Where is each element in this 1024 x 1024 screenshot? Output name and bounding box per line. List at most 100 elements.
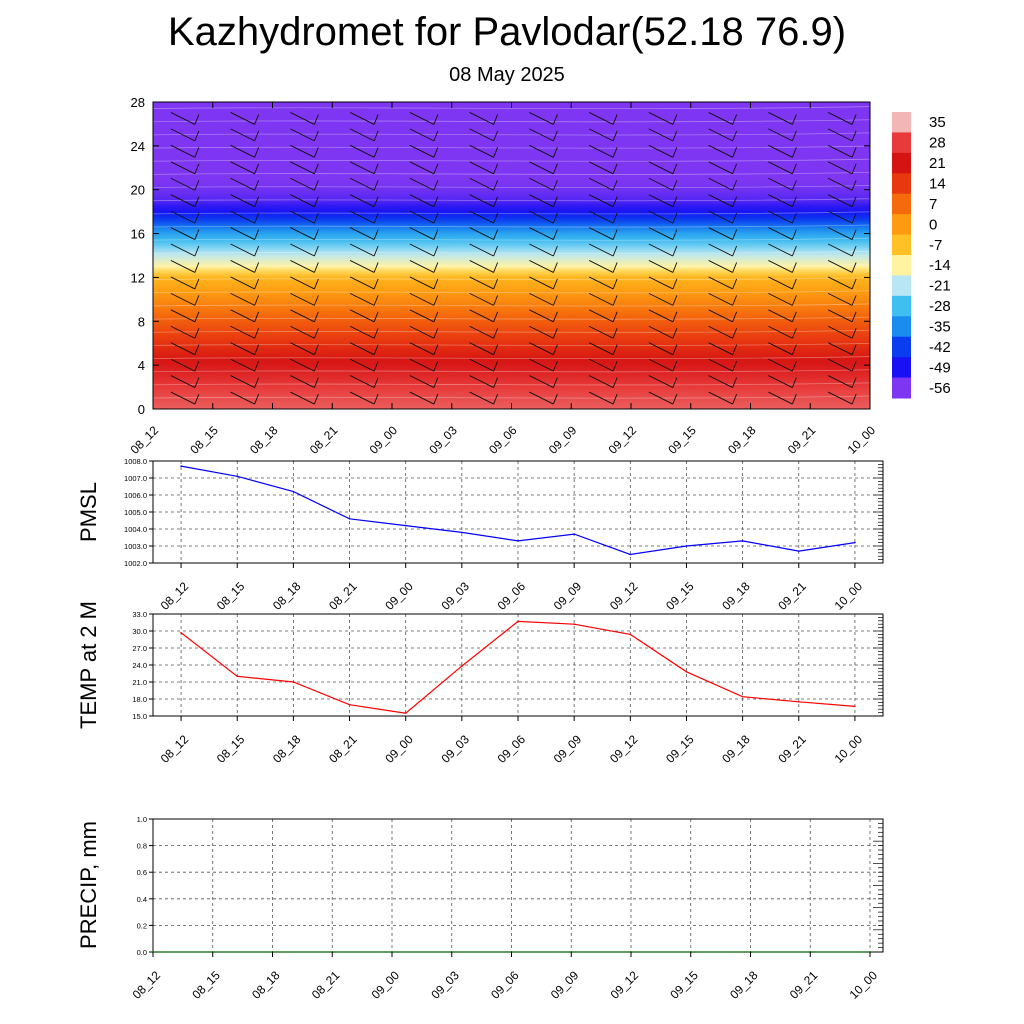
wind-barb [768, 375, 797, 388]
data-point [573, 533, 575, 535]
contour-line [152, 224, 871, 228]
wind-barb [768, 128, 797, 142]
wind-barb [349, 194, 379, 208]
colorbar-bin [892, 214, 911, 236]
wind-barb [469, 391, 499, 405]
wind-barb [230, 227, 260, 240]
colorbar-bin [892, 255, 911, 276]
wind-barb [529, 309, 558, 323]
y-tick-label: 27.0 [132, 644, 147, 653]
wind-barb [469, 325, 499, 339]
wind-barb [588, 292, 618, 306]
data-point [629, 553, 632, 556]
wind-barb [708, 391, 738, 405]
colorbar-bin [892, 173, 911, 195]
y-axis-title: PRECIP, mm [76, 821, 101, 949]
x-tick-label: 08_12 [158, 579, 192, 613]
colorbar-label: -49 [929, 359, 951, 376]
wind-barb [170, 309, 200, 323]
contour-line [152, 145, 871, 149]
x-tick-label: 08_15 [214, 579, 248, 613]
wind-barb [708, 342, 738, 356]
wind-barb [768, 227, 797, 240]
wind-barb [230, 260, 260, 273]
wind-barb [827, 210, 857, 224]
wind-barb [708, 112, 738, 125]
wind-barb [409, 177, 439, 191]
wind-barb [290, 325, 319, 339]
x-tick-label: 08_12 [130, 968, 164, 1002]
wind-barb [648, 276, 678, 290]
x-tick-label: 08_15 [189, 968, 223, 1002]
wind-barb [648, 161, 678, 175]
wind-barb [409, 358, 439, 372]
wind-barb [588, 210, 618, 224]
wind-barb [469, 194, 499, 208]
colorbar-label: -21 [929, 278, 951, 295]
wind-barb [827, 391, 857, 405]
wind-barb [768, 309, 797, 323]
x-tick-label: 09_21 [785, 423, 819, 457]
wind-barb [529, 128, 558, 142]
x-tick-label: 09_15 [667, 968, 701, 1002]
wind-barb [708, 144, 738, 158]
wind-barb [349, 227, 379, 240]
wind-barb [648, 309, 678, 323]
data-point [348, 518, 351, 520]
wind-barb [290, 210, 319, 224]
contour-line [152, 250, 871, 254]
wind-barb [708, 260, 738, 273]
y-tick-label: 24.0 [132, 661, 147, 670]
wind-barb [409, 144, 439, 158]
data-point [404, 712, 407, 714]
wind-barb [170, 243, 200, 257]
wind-barb [170, 342, 200, 356]
x-tick-label: 08_15 [214, 732, 248, 766]
wind-barb [827, 309, 857, 323]
x-tick-label: 09_06 [495, 579, 529, 613]
y-tick-label: 33.0 [132, 610, 147, 619]
wind-barb [648, 358, 678, 372]
contour-line [152, 211, 871, 215]
wind-barb [349, 358, 379, 372]
wind-barb [230, 292, 260, 306]
wind-barb [290, 227, 319, 240]
wind-barb [230, 128, 260, 142]
wind-barb [648, 325, 678, 339]
wind-barb [349, 177, 379, 191]
wind-barb [529, 112, 558, 125]
chart-subtitle: 08 May 2025 [449, 64, 565, 86]
wind-barb [349, 260, 379, 273]
y-tick-label: 1007.0 [124, 474, 147, 483]
wind-barb [648, 260, 678, 273]
wind-barb [170, 375, 200, 388]
wind-barb [648, 391, 678, 405]
colorbar-bin [892, 112, 911, 133]
wind-barb [708, 194, 738, 208]
wind-barb [827, 342, 857, 356]
wind-barb [230, 194, 260, 208]
contour-line [152, 158, 871, 162]
wind-barb [588, 177, 618, 191]
wind-barb [827, 227, 857, 240]
y-tick-label: 20 [131, 183, 145, 198]
data-point [461, 531, 463, 534]
wind-barb [708, 325, 738, 339]
wind-barb [230, 161, 260, 175]
wind-barb [409, 227, 439, 240]
wind-barb [290, 144, 319, 158]
data-point [180, 465, 182, 467]
colorbar-bin [892, 152, 911, 174]
y-tick-label: 8 [138, 314, 145, 329]
wind-barb [768, 358, 797, 372]
wind-barb [290, 260, 319, 273]
x-tick-label: 09_09 [548, 968, 582, 1002]
x-tick-label: 08_18 [270, 579, 304, 613]
x-tick-label: 09_12 [608, 968, 642, 1002]
wind-barb [409, 342, 439, 356]
colorbar-bin [892, 132, 911, 154]
data-point [517, 540, 519, 542]
wind-barb [768, 342, 797, 356]
data-point [292, 681, 295, 683]
contour-line [152, 290, 871, 294]
